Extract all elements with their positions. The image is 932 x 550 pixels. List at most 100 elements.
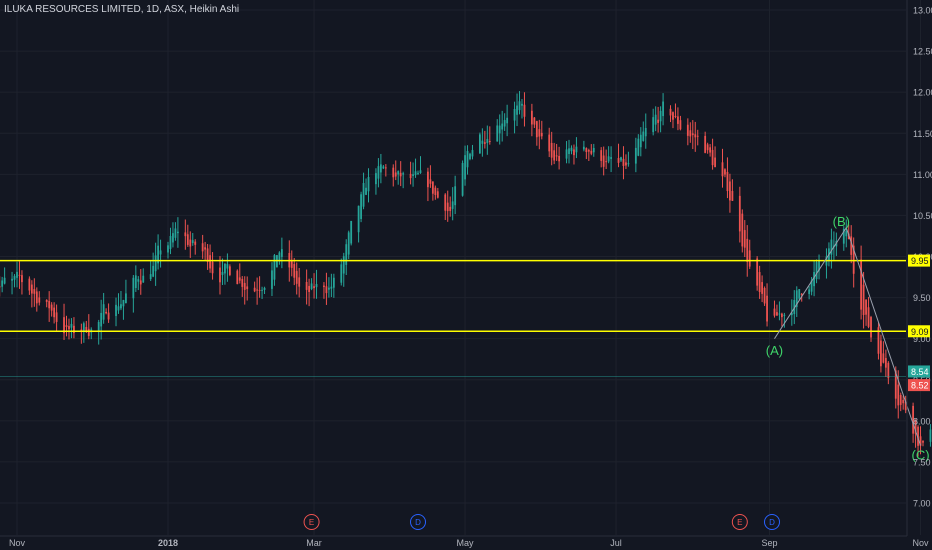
- candle-body: [555, 155, 558, 157]
- candle-body: [186, 234, 189, 245]
- candle-body: [714, 157, 716, 168]
- candle-body: [637, 138, 640, 156]
- candle-body: [137, 279, 140, 282]
- candle-body: [758, 272, 761, 293]
- x-tick-label: Sep: [762, 538, 778, 548]
- candle-body: [731, 190, 734, 201]
- candle-body: [295, 270, 298, 284]
- level-price-tag: [908, 254, 930, 267]
- candle-body: [795, 290, 798, 307]
- candle-body: [922, 441, 924, 443]
- candle-body: [479, 134, 481, 154]
- candle-body: [726, 171, 729, 192]
- wave-label: (C): [912, 447, 930, 462]
- candle-body: [142, 275, 145, 283]
- candle-body: [607, 156, 610, 162]
- candle-body: [605, 161, 608, 163]
- event-marker-circle: [410, 514, 427, 530]
- candle-body: [100, 312, 103, 327]
- x-tick-label: Nov: [913, 538, 930, 548]
- candle-body: [194, 241, 197, 245]
- candle-body: [568, 148, 570, 155]
- candle-body: [565, 149, 568, 159]
- y-tick-label: 7.00: [913, 499, 931, 509]
- candle-body: [18, 274, 21, 276]
- candle-body: [219, 267, 221, 283]
- wave-label: (B): [833, 214, 850, 229]
- candle-body: [271, 270, 273, 289]
- candle-body: [694, 134, 697, 138]
- candle-body: [773, 308, 776, 316]
- candle-body: [73, 325, 75, 334]
- candle-body: [914, 419, 917, 434]
- candle-body: [323, 285, 325, 288]
- candle-body: [70, 323, 73, 328]
- candle-body: [610, 157, 612, 159]
- candle-body: [189, 239, 192, 247]
- candle-body: [273, 255, 276, 280]
- candle-body: [815, 262, 818, 280]
- candle-body: [362, 183, 365, 207]
- candle-body: [634, 147, 637, 164]
- candle-body: [315, 284, 318, 288]
- level-price-label: 9.09: [911, 327, 929, 337]
- candle-body: [657, 119, 660, 123]
- candle-body: [169, 235, 172, 249]
- x-tick-label: Mar: [306, 538, 322, 548]
- candle-body: [3, 277, 6, 284]
- candle-body: [298, 277, 301, 287]
- price-axis[interactable]: 7.007.508.008.509.009.5010.0010.5011.001…: [906, 0, 932, 536]
- candle-body: [191, 240, 194, 244]
- candle-body: [877, 327, 880, 354]
- candle-body: [570, 147, 573, 152]
- candle-body: [674, 115, 677, 117]
- current-price-label: 8.52: [911, 381, 929, 391]
- candle-body: [756, 258, 759, 286]
- candle-body: [63, 317, 65, 334]
- candle-body: [35, 291, 38, 304]
- candle-body: [409, 173, 412, 179]
- x-tick-label: May: [457, 538, 475, 548]
- candle-body: [427, 171, 429, 188]
- candle-body: [13, 275, 16, 280]
- candle-body: [620, 157, 622, 161]
- candle-body: [659, 110, 662, 122]
- candle-body: [813, 272, 815, 287]
- title-sep: ,: [159, 4, 165, 15]
- candle-body: [501, 123, 504, 130]
- candle-body: [897, 384, 900, 406]
- candle-body: [414, 171, 417, 176]
- candle-body: [429, 179, 432, 184]
- current-price-tag: [908, 365, 930, 378]
- candle-body: [600, 150, 603, 161]
- candle-body: [573, 149, 575, 156]
- candle-body: [709, 147, 712, 153]
- candle-body: [211, 261, 214, 274]
- candle-body: [845, 230, 848, 237]
- candle-body: [132, 277, 135, 299]
- candle-body: [330, 286, 333, 289]
- candle-body: [365, 187, 367, 195]
- candle-body: [642, 131, 645, 141]
- candle-body: [392, 167, 395, 178]
- candle-body: [870, 317, 872, 338]
- candle-body: [830, 239, 833, 255]
- candle-body: [97, 321, 100, 331]
- candle-body: [513, 109, 516, 121]
- candle-body: [263, 287, 266, 290]
- candle-body: [50, 304, 53, 311]
- candle-body: [451, 201, 454, 209]
- candle-body: [704, 135, 707, 153]
- candle-body: [706, 144, 709, 151]
- candle-body: [253, 287, 256, 292]
- candle-body: [518, 101, 521, 111]
- candle-body: [399, 172, 402, 177]
- candle-body: [852, 245, 855, 274]
- candle-body: [550, 142, 553, 158]
- time-axis[interactable]: Nov2018MarMayJulSepNov2019MarMayJulSepNo: [0, 535, 932, 548]
- candle-body: [540, 132, 543, 137]
- candle-body: [382, 166, 385, 169]
- candle-body: [238, 277, 241, 281]
- candle-body: [464, 155, 466, 180]
